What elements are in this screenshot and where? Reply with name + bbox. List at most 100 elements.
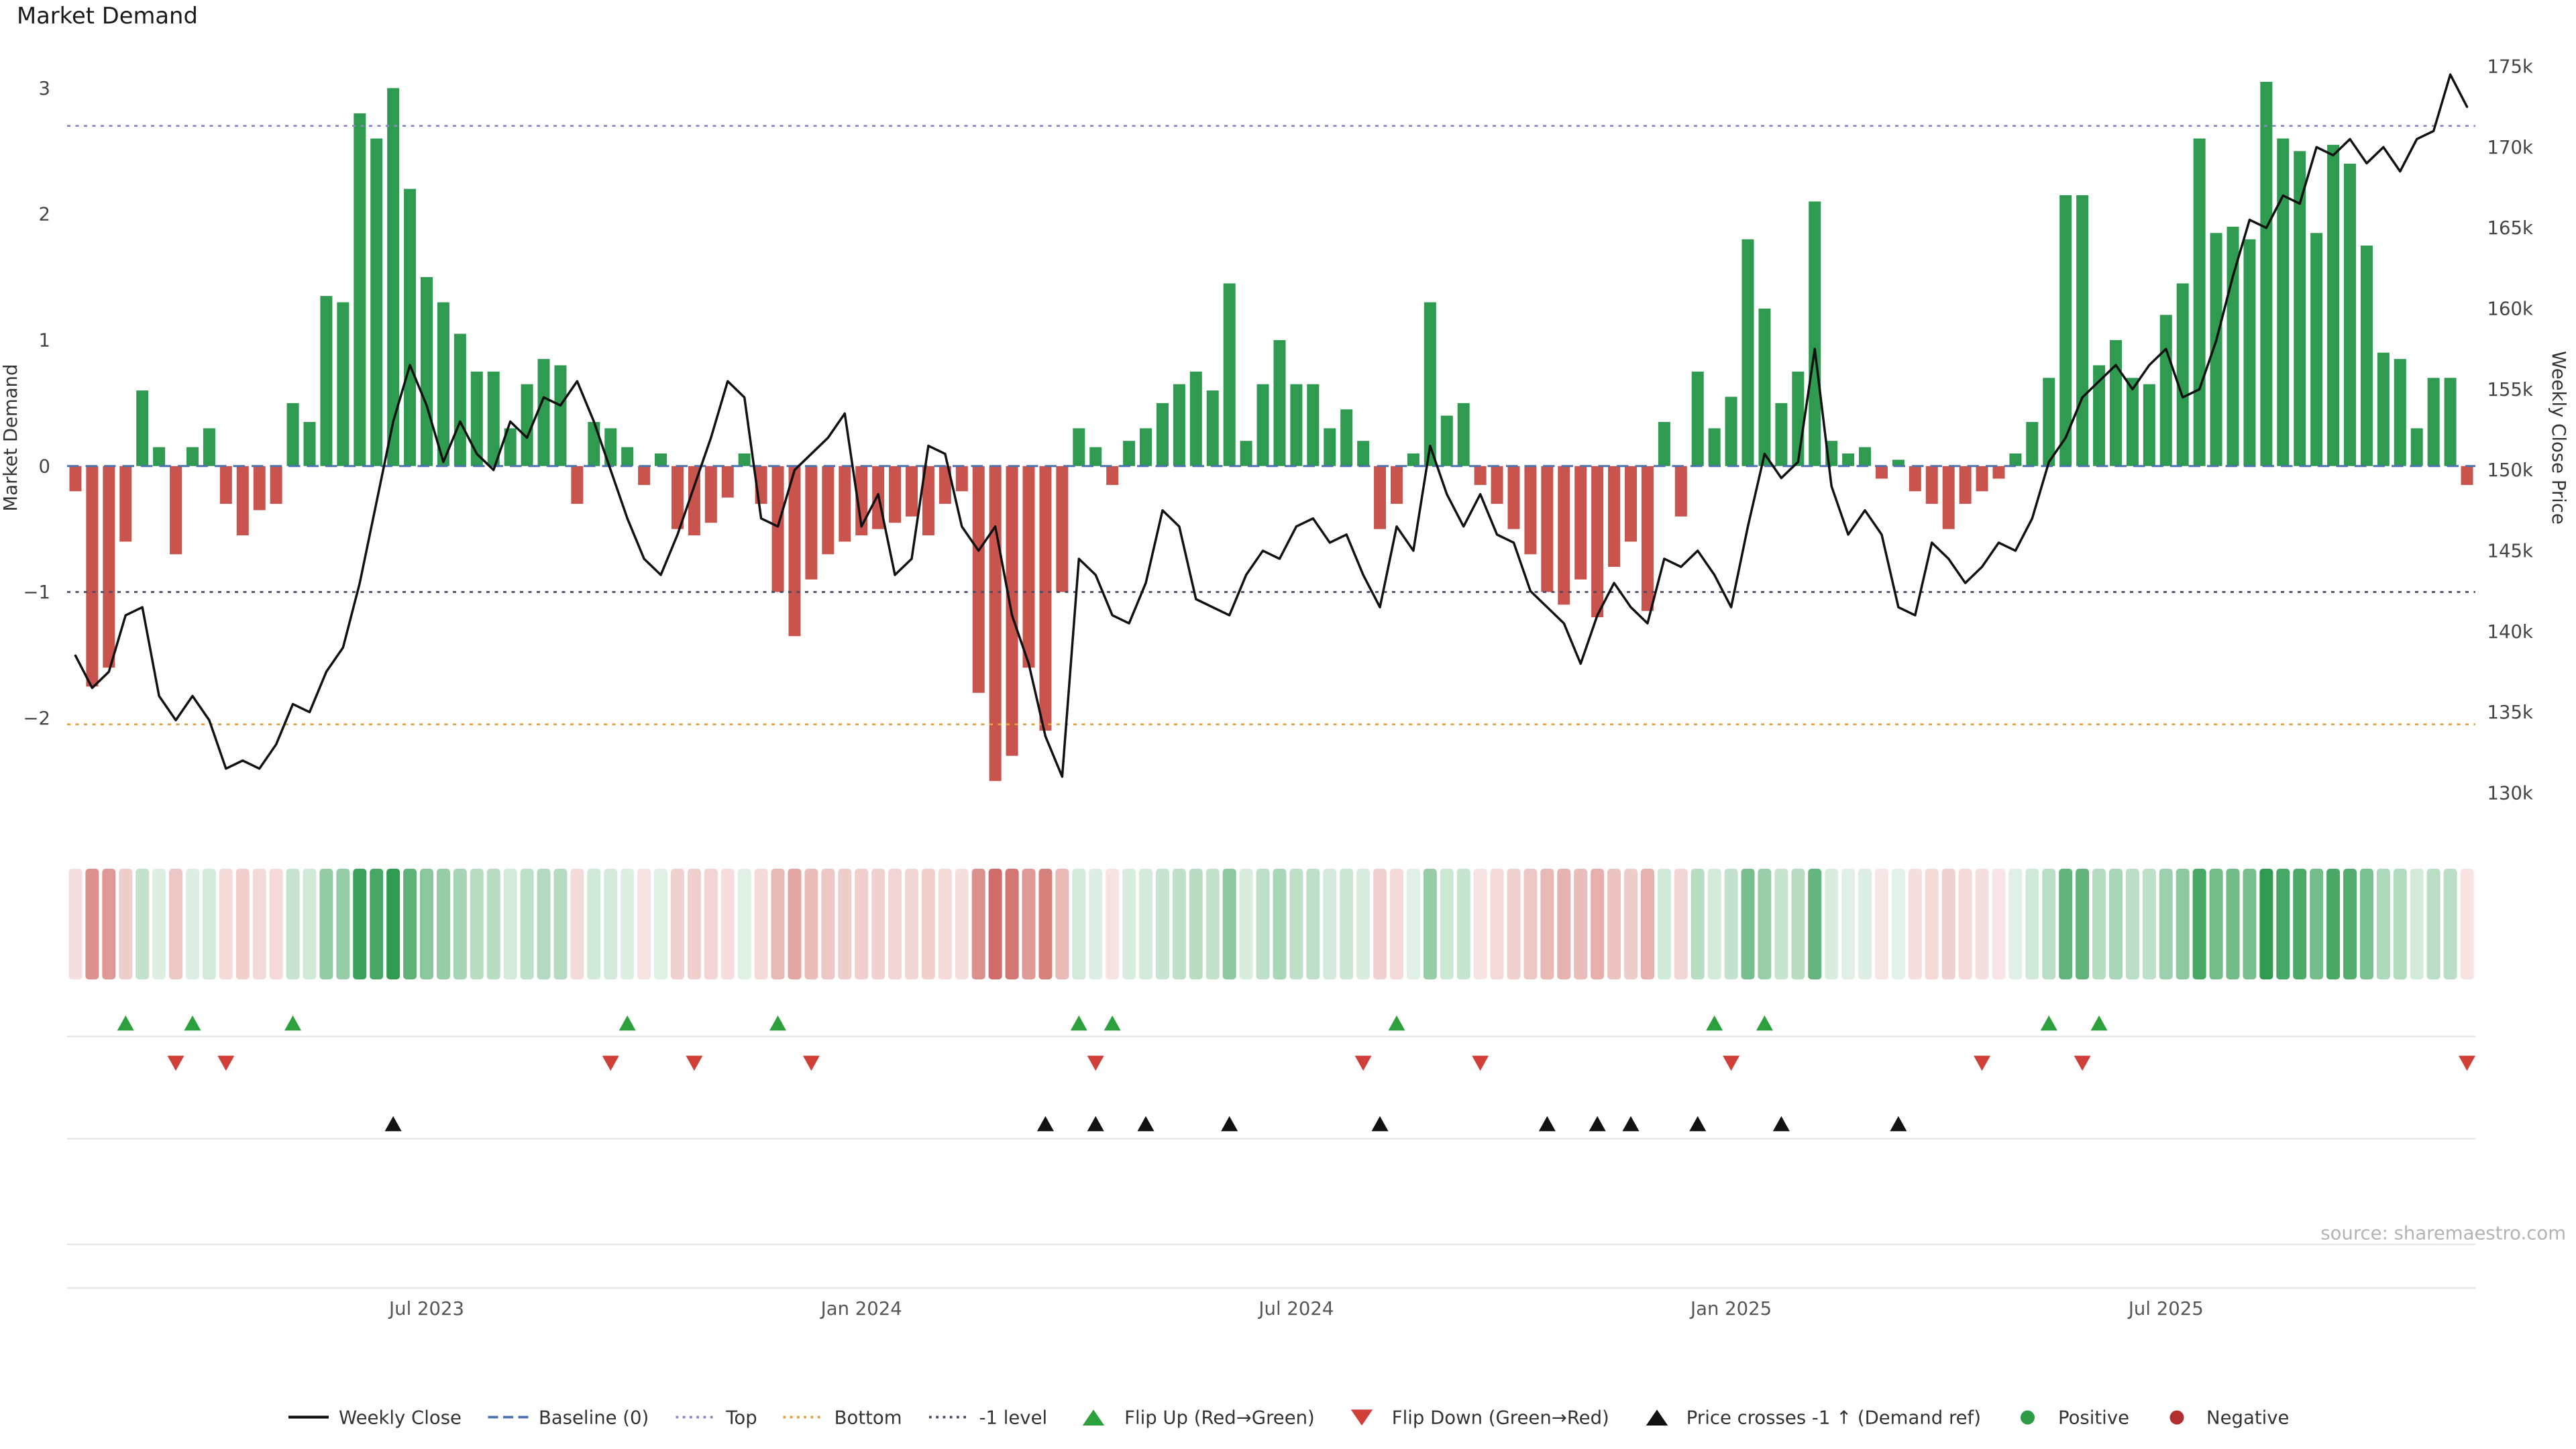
heatmap-cell	[2460, 869, 2474, 979]
left-tick: 2	[39, 204, 51, 225]
legend-label: Bottom	[834, 1407, 902, 1430]
demand-bar	[1842, 453, 1855, 466]
demand-bar	[2109, 339, 2122, 466]
flip-down-marker	[2459, 1055, 2476, 1071]
demand-bar	[1340, 409, 1353, 466]
demand-bar	[1073, 428, 1085, 466]
heatmap-cell	[553, 869, 568, 979]
heatmap-cell	[1640, 869, 1654, 979]
page-title: Market Demand	[17, 3, 198, 30]
heatmap-cell	[971, 869, 985, 979]
demand-bar	[1976, 466, 1988, 492]
legend-glyph-line	[288, 1415, 329, 1419]
legend-item: Baseline (0)	[486, 1407, 649, 1429]
demand-bar	[370, 138, 383, 466]
legend-item: Top	[674, 1407, 757, 1429]
heatmap-cell	[1690, 869, 1705, 979]
heatmap-cell	[2443, 869, 2457, 979]
price-cross-marker	[1221, 1116, 1238, 1132]
heatmap-cell	[2243, 869, 2257, 979]
legend-glyph-dot	[2021, 1410, 2035, 1425]
legend-item: Flip Down (Green→Red)	[1340, 1407, 1609, 1429]
heatmap-cell	[2059, 869, 2073, 979]
heatmap-cell	[1841, 869, 1856, 979]
demand-bar	[989, 466, 1002, 782]
heatmap-cell	[1222, 869, 1236, 979]
demand-bar	[1992, 466, 2005, 479]
flip-up-marker	[1070, 1015, 1087, 1031]
demand-bar	[2093, 365, 2106, 466]
legend-glyph-dotted	[784, 1415, 824, 1419]
heatmap-cell	[871, 869, 885, 979]
heatmap-cell	[2176, 869, 2190, 979]
legend-item: Bottom	[782, 1407, 902, 1430]
heatmap-cell	[670, 869, 684, 979]
heatmap-cell	[1139, 869, 1153, 979]
heatmap-cell	[303, 869, 317, 979]
demand-bar	[1273, 339, 1286, 466]
demand-bar	[1959, 466, 1972, 504]
demand-bar	[1909, 466, 1921, 492]
heatmap-cell	[2142, 869, 2156, 979]
demand-bar	[2243, 239, 2256, 466]
heatmap-cell	[2326, 869, 2341, 979]
demand-bar	[671, 466, 684, 529]
demand-bar	[1223, 283, 1236, 466]
legend-item: Positive	[2006, 1407, 2129, 1429]
heatmap-cell	[1941, 869, 1955, 979]
demand-bar	[1039, 466, 1052, 731]
heatmap-cell	[720, 869, 735, 979]
x-tick: Jan 2025	[1689, 1298, 1772, 1320]
flip-up-marker	[619, 1015, 636, 1031]
demand-bar	[537, 359, 550, 466]
demand-bar	[1440, 415, 1453, 466]
demand-bar	[1256, 384, 1269, 466]
heatmap-cell	[486, 869, 500, 979]
demand-bar	[1625, 466, 1638, 542]
demand-bar	[889, 466, 902, 523]
flip-down-marker	[802, 1055, 820, 1071]
flip-up-marker	[184, 1015, 201, 1031]
heatmap-cell	[771, 869, 785, 979]
flip-up-marker	[1706, 1015, 1723, 1031]
heatmap-cell	[520, 869, 534, 979]
heatmap-cell	[1005, 869, 1019, 979]
flip-down-marker	[167, 1055, 184, 1071]
demand-bar	[437, 302, 449, 466]
demand-bar	[1089, 447, 1102, 466]
heatmap-cell	[2092, 869, 2106, 979]
heatmap-cell	[938, 869, 952, 979]
flip-down-marker	[1472, 1055, 1489, 1071]
flip-up-marker	[2040, 1015, 2057, 1031]
demand-bar	[2059, 195, 2072, 466]
flip-up-marker	[1388, 1015, 1405, 1031]
heatmap-cell	[169, 869, 183, 979]
demand-bar	[2210, 233, 2222, 466]
demand-bar	[1424, 302, 1436, 466]
heatmap-cell	[1239, 869, 1253, 979]
demand-bar	[1407, 453, 1419, 466]
heatmap-cell	[804, 869, 818, 979]
demand-bar	[2193, 138, 2206, 466]
right-tick: 130k	[2487, 782, 2533, 804]
demand-bar	[771, 466, 784, 592]
demand-bar	[1809, 201, 1821, 466]
legend: Weekly Close Baseline (0) Top Bottom -1 leve…	[0, 1407, 2576, 1430]
heatmap-cell	[219, 869, 233, 979]
heatmap-cell	[1874, 869, 1888, 979]
price-cross-marker	[1772, 1116, 1790, 1132]
demand-bar	[337, 302, 350, 466]
heatmap-cell	[1574, 869, 1588, 979]
heatmap-cell	[1256, 869, 1270, 979]
demand-bar	[1942, 466, 1955, 529]
heatmap-cell	[336, 869, 350, 979]
heatmap-cell	[2008, 869, 2023, 979]
demand-bar	[1173, 384, 1185, 466]
demand-bar	[2444, 378, 2457, 466]
price-cross-marker	[1890, 1116, 1907, 1132]
heatmap-cell	[1540, 869, 1554, 979]
price-cross-marker	[1622, 1116, 1640, 1132]
legend-item: Price crosses -1 ↑ (Demand ref)	[1634, 1407, 1981, 1429]
heatmap-cell	[136, 869, 150, 979]
heatmap-cell	[1891, 869, 1905, 979]
